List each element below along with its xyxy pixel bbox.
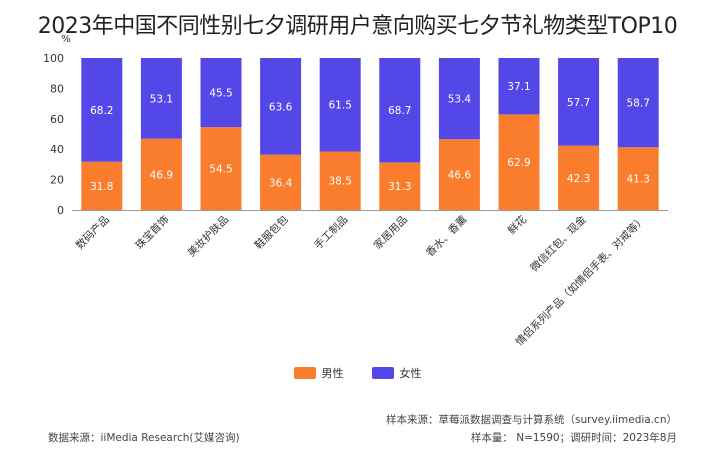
bar-male xyxy=(438,139,480,210)
bar-value-label: 62.9 xyxy=(507,157,530,169)
bar-value-label: 46.6 xyxy=(448,170,472,182)
bar-value-label: 31.3 xyxy=(388,181,411,193)
bar-male xyxy=(558,145,600,210)
bar-female xyxy=(617,58,659,148)
bar-value-label: 41.3 xyxy=(627,174,650,186)
x-tick-label: 珠宝首饰 xyxy=(133,213,172,252)
chart-title: 2023年中国不同性别七夕调研用户意向购买七夕节礼物类型TOP10 xyxy=(37,14,678,39)
bar-value-label: 68.7 xyxy=(388,105,411,117)
bar-female xyxy=(81,58,123,162)
bar-value-label: 53.4 xyxy=(448,94,472,106)
legend-label-female: 女性 xyxy=(399,367,422,380)
bar-value-label: 53.1 xyxy=(150,93,173,105)
x-tick-label: 美妆护肤品 xyxy=(185,213,231,259)
x-tick-label: 数码产品 xyxy=(73,213,112,252)
x-tick-label: 情侣系列产品（如情侣手表、对戒等） xyxy=(513,213,648,348)
data-source-note: 数据来源：iiMedia Research(艾媒咨询) xyxy=(48,432,240,444)
bar-value-label: 38.5 xyxy=(329,176,352,188)
bar-value-label: 42.3 xyxy=(567,173,590,185)
bar-female xyxy=(379,58,421,163)
bar-female xyxy=(260,58,302,155)
y-tick-label: 40 xyxy=(50,143,64,156)
legend-swatch-male xyxy=(293,367,316,379)
bar-male xyxy=(200,127,242,210)
bar-value-label: 31.8 xyxy=(90,181,113,193)
bar-male xyxy=(81,161,123,210)
x-tick-label: 鞋服包包 xyxy=(252,213,291,252)
x-tick-label: 手工制品 xyxy=(311,213,350,252)
y-tick-label: 20 xyxy=(50,174,64,187)
bar-value-label: 63.6 xyxy=(269,101,293,113)
bar-female xyxy=(140,58,182,139)
bar-value-label: 46.9 xyxy=(150,169,173,181)
bar-value-label: 61.5 xyxy=(329,100,352,112)
bar-value-label: 36.4 xyxy=(269,177,293,189)
sample-info-note: 样本量： N=1590；调研时间：2023年8月 xyxy=(470,432,677,444)
bar-value-label: 37.1 xyxy=(507,81,530,93)
bar-male xyxy=(379,162,421,210)
bar-female xyxy=(319,58,361,152)
sample-source-note: 样本来源：草莓派数据调查与计算系统（survey.iimedia.cn） xyxy=(386,414,677,426)
x-tick-label: 香水、香薰 xyxy=(423,213,469,259)
bar-value-label: 58.7 xyxy=(627,98,650,110)
y-tick-label: 100 xyxy=(43,52,64,65)
x-tick-label: 鲜花 xyxy=(505,213,529,237)
bar-male xyxy=(498,114,540,210)
legend-label-male: 男性 xyxy=(321,367,344,380)
y-tick-label: 80 xyxy=(50,82,64,95)
bar-male xyxy=(319,151,361,210)
y-tick-label: 60 xyxy=(50,113,64,126)
bar-value-label: 45.5 xyxy=(209,88,232,100)
bar-value-label: 68.2 xyxy=(90,105,113,117)
legend-swatch-female xyxy=(371,367,394,379)
bar-female xyxy=(498,58,540,115)
legend: 男性 女性 xyxy=(0,365,715,381)
legend-item-female[interactable]: 女性 xyxy=(371,365,422,381)
bar-female xyxy=(200,58,242,128)
bar-female xyxy=(558,58,600,146)
bar-male xyxy=(140,138,182,210)
bar-male xyxy=(617,147,659,210)
y-axis-unit-label: % xyxy=(61,34,71,45)
bar-value-label: 54.5 xyxy=(209,164,232,176)
bar-value-label: 57.7 xyxy=(567,97,590,109)
legend-item-male[interactable]: 男性 xyxy=(293,365,344,381)
x-tick-label: 微信红包、现金 xyxy=(528,213,590,275)
bar-male xyxy=(260,154,302,210)
y-tick-label: 0 xyxy=(57,204,64,217)
bar-female xyxy=(438,58,480,140)
x-tick-label: 家居用品 xyxy=(371,213,410,252)
